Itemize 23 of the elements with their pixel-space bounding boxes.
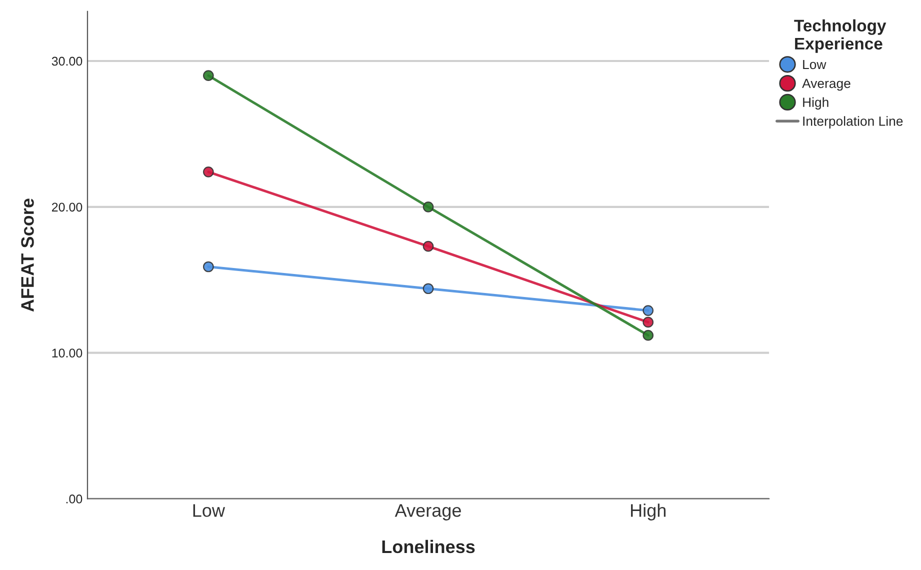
y-tick-label: .00: [66, 494, 82, 504]
y-axis-title: AFEAT Score: [21, 198, 34, 312]
x-tick-label: Low: [193, 504, 226, 517]
point: [422, 283, 434, 294]
x-tick-label: High: [631, 504, 666, 520]
point: [642, 316, 654, 328]
y-tick-label: 20.00: [52, 202, 82, 212]
x-axis-title: Loneliness: [382, 540, 475, 554]
legend-label: Low: [803, 60, 826, 70]
point: [422, 202, 434, 212]
y-tick-label: 10.00: [52, 348, 82, 358]
point: [422, 240, 434, 252]
legend-label: Average: [802, 78, 850, 91]
legend-title: Technology Experience: [794, 19, 886, 53]
point: [203, 166, 214, 178]
legend-label: High: [803, 97, 828, 110]
point: [642, 330, 654, 341]
point: [203, 261, 214, 272]
text: Interpolation Line: [803, 116, 903, 128]
x-tick-label: Average: [394, 504, 461, 520]
point: [203, 70, 214, 82]
point: [642, 305, 654, 316]
y-tick-label: 30.00: [52, 56, 82, 66]
